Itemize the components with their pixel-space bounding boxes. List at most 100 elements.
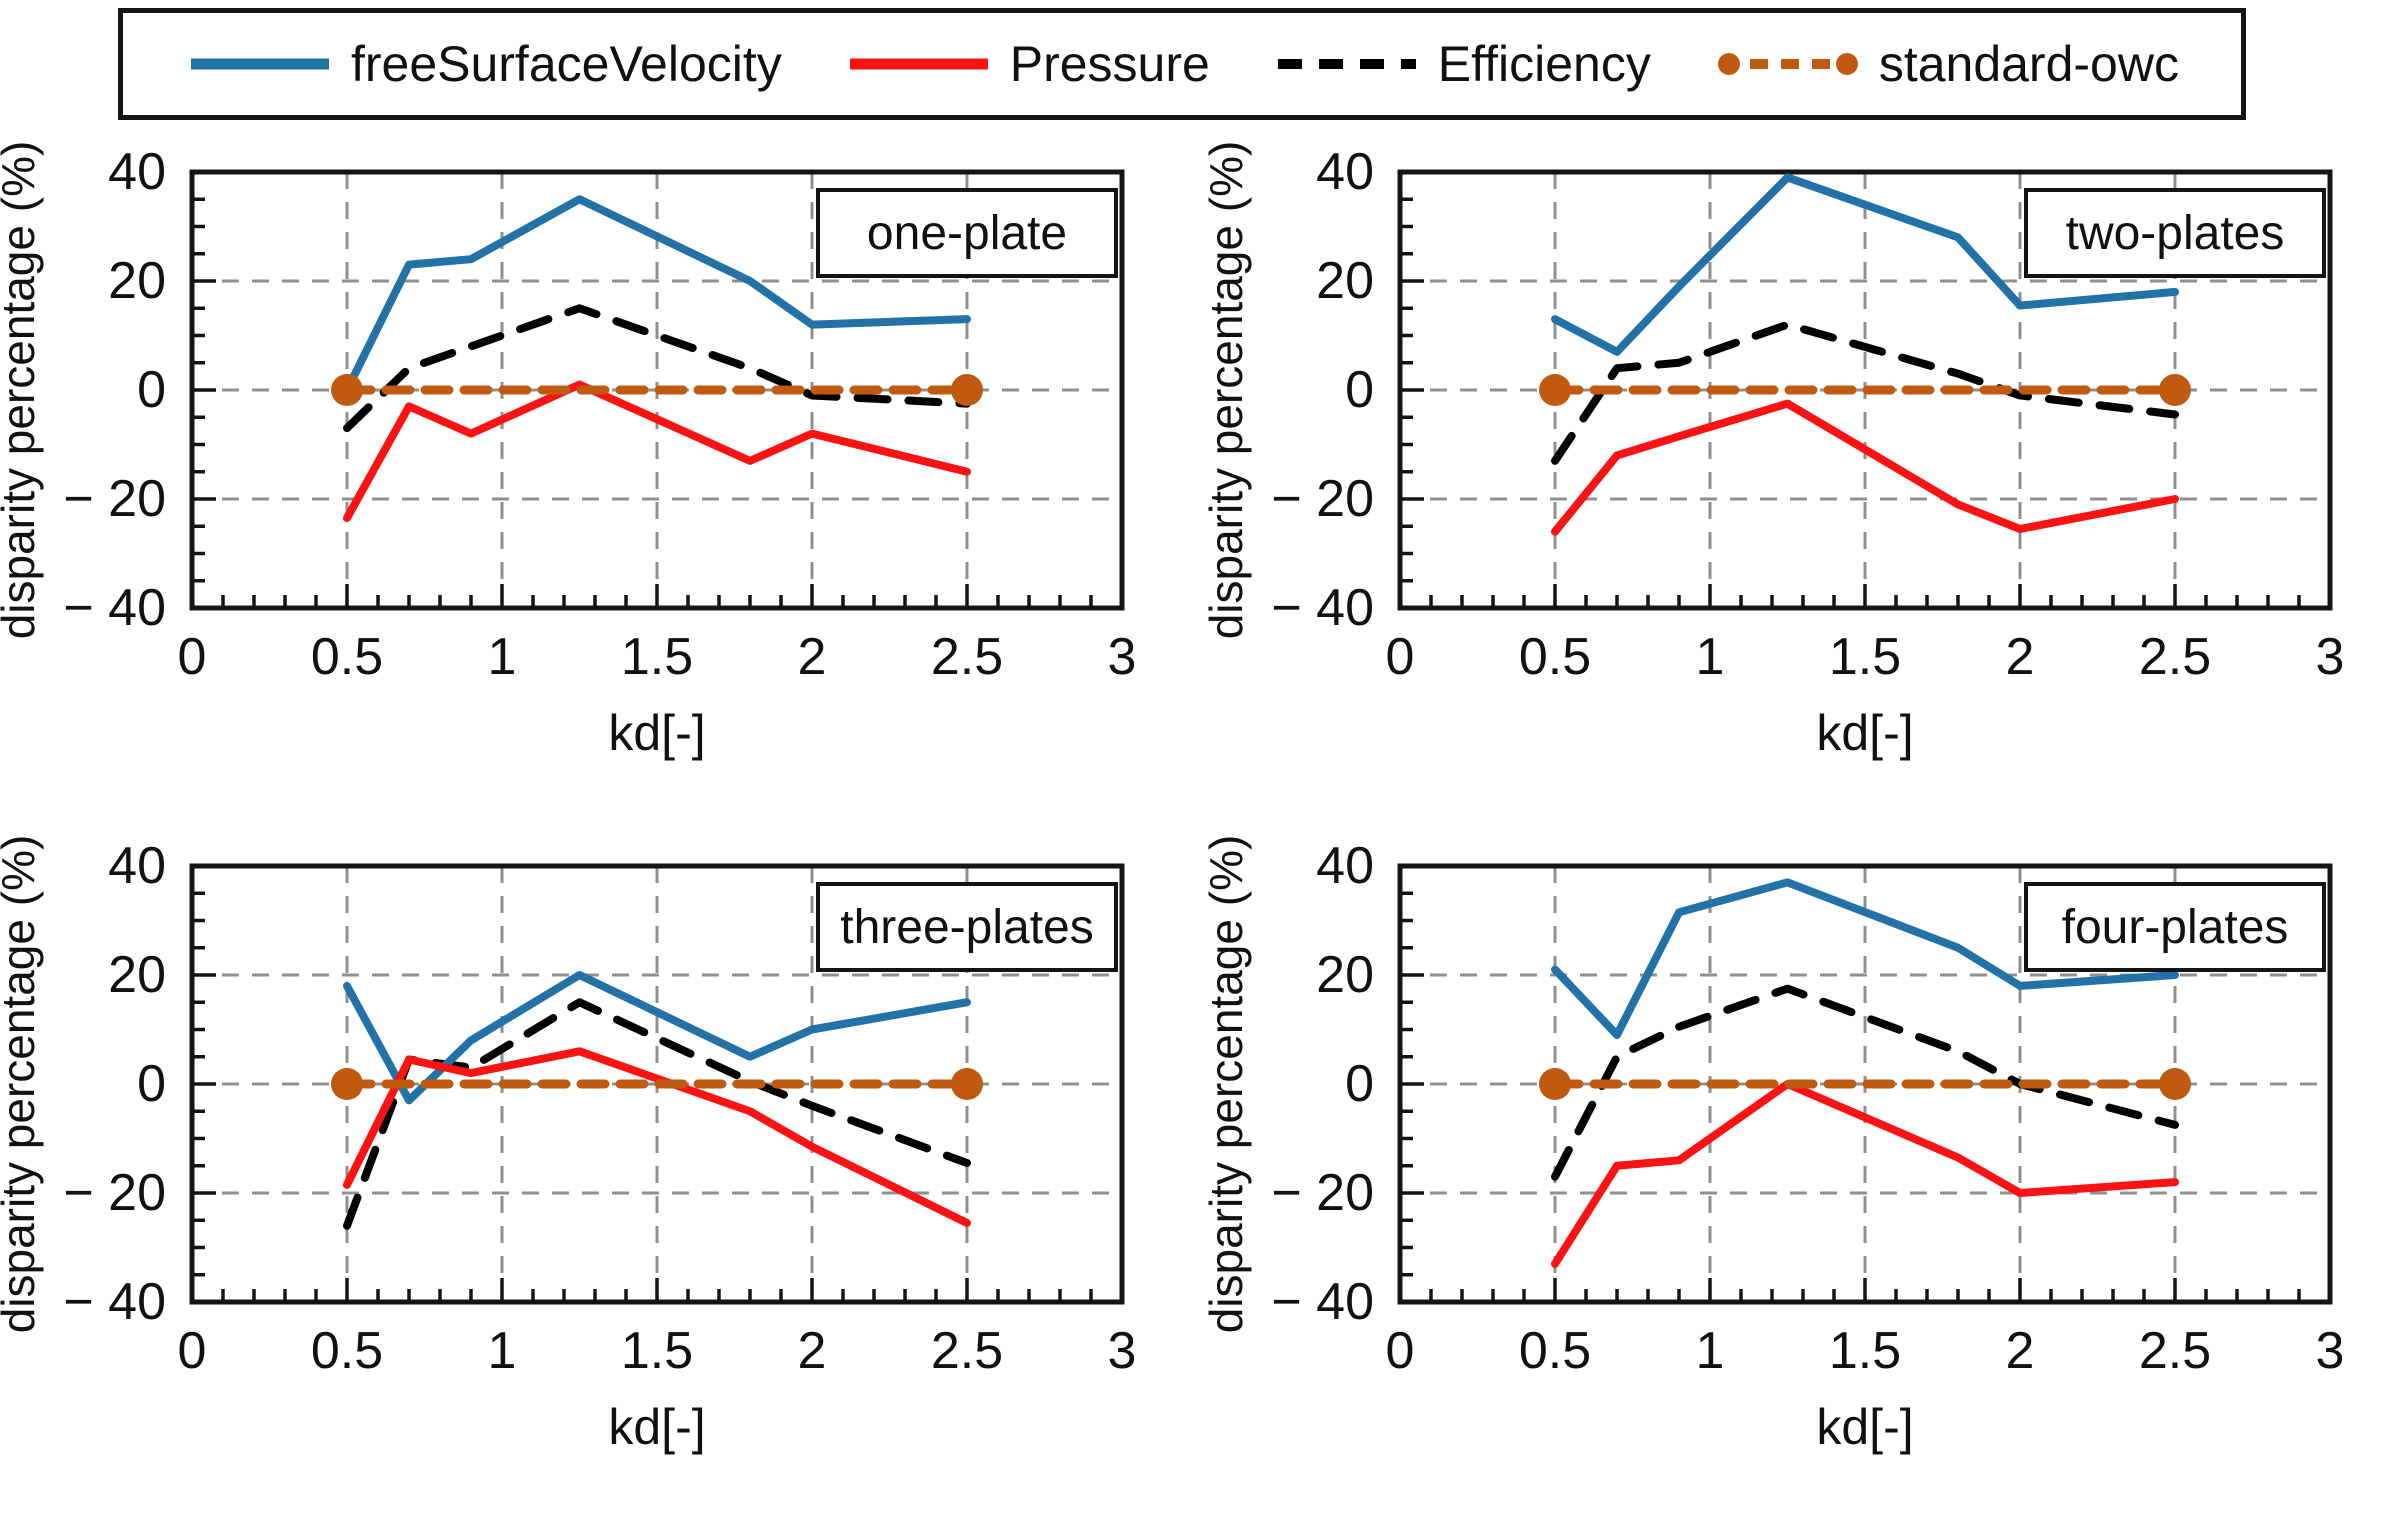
x-tick-label: 1 (488, 1322, 517, 1380)
x-tick-label: 0 (178, 1322, 207, 1380)
plot-canvas: 0 0.5 1 1.5 2 2.5 3 − 40 − 20 0 20 40 kd[-] disparity… (1208, 835, 2345, 1455)
subplot-title-box: three-plates (816, 882, 1118, 972)
legend-marker-dot (1835, 53, 1858, 75)
series-marker-standard-owc (331, 374, 363, 406)
y-tick-label: − 20 (63, 470, 166, 528)
x-axis-label: kd[-] (1816, 1399, 1913, 1455)
x-tick-label: 1 (1696, 1322, 1725, 1380)
y-tick-label: − 20 (1271, 1164, 1374, 1222)
x-tick-label: 2 (2006, 1322, 2035, 1380)
y-tick-label: 40 (108, 837, 166, 895)
legend-item-efficiency: Efficiency (1272, 35, 1651, 93)
x-tick-label: 3 (1108, 1322, 1137, 1380)
subplot-title: one-plate (866, 206, 1068, 260)
y-tick-label: − 40 (63, 579, 166, 637)
y-tick-label: 20 (1316, 252, 1374, 310)
series-marker-standard-owc (951, 374, 983, 406)
subplot-title: two-plates (2065, 206, 2285, 260)
y-tick-label: − 40 (1271, 579, 1374, 637)
x-tick-label: 2.5 (931, 1322, 1003, 1380)
x-tick-label: 0.5 (1519, 1322, 1591, 1380)
plot-canvas: 0 0.5 1 1.5 2 2.5 3 − 40 − 20 0 20 40 kd[-] disparity… (1208, 141, 2345, 761)
y-tick-label: 0 (1345, 1055, 1374, 1113)
x-tick-label: 0.5 (311, 1322, 383, 1380)
x-tick-label: 2 (798, 1322, 827, 1380)
legend-label: Pressure (1009, 36, 1210, 92)
series-freeSurfaceVelocity (343, 195, 971, 394)
subplot-title: four-plates (2061, 900, 2289, 954)
subplot-four-plates: 0 0.5 1 1.5 2 2.5 3 − 40 − 20 0 20 40 kd[-] disparity… (1208, 822, 2408, 1512)
legend-swatch-line (849, 58, 988, 70)
legend-item-freesurfacevelocity: freeSurfaceVelocity (185, 35, 782, 93)
x-tick-label: 2.5 (931, 628, 1003, 686)
plot-canvas: 0 0.5 1 1.5 2 2.5 3 − 40 − 20 0 20 40 kd[-] disparity… (0, 141, 1137, 761)
y-tick-label: − 20 (63, 1164, 166, 1222)
series-Efficiency (343, 304, 971, 433)
subplot-two-plates: 0 0.5 1 1.5 2 2.5 3 − 40 − 20 0 20 40 kd[-] disparity… (1208, 128, 2408, 818)
x-tick-label: 3 (2316, 628, 2345, 686)
x-tick-label: 1.5 (621, 1322, 693, 1380)
y-tick-label: 40 (1316, 837, 1374, 895)
y-tick-label: 0 (137, 361, 166, 419)
subplot-title-box: one-plate (816, 188, 1118, 278)
legend-line-sample-freesurfacevelocity (185, 51, 335, 77)
series-marker-standard-owc (1539, 1068, 1571, 1100)
x-tick-label: 3 (2316, 1322, 2345, 1380)
subplot-title: three-plates (840, 900, 1094, 954)
series-marker-standard-owc (2159, 374, 2191, 406)
legend-swatch-line (190, 58, 329, 70)
y-tick-label: − 20 (1271, 470, 1374, 528)
y-tick-label: 20 (108, 946, 166, 1004)
x-tick-label: 0.5 (311, 628, 383, 686)
x-tick-label: 0.5 (1519, 628, 1591, 686)
y-axis-label: disparity percentage (%) (1208, 835, 1252, 1334)
legend-swatch-line (1717, 53, 1858, 75)
series-freeSurfaceVelocity (1551, 878, 2179, 1039)
series-marker-standard-owc (2159, 1068, 2191, 1100)
y-tick-label: 40 (1316, 143, 1374, 201)
y-tick-label: 40 (108, 143, 166, 201)
y-tick-label: 0 (1345, 361, 1374, 419)
y-tick-label: 20 (1316, 946, 1374, 1004)
x-tick-label: 0 (1386, 628, 1415, 686)
subplot-three-plates: 0 0.5 1 1.5 2 2.5 3 − 40 − 20 0 20 40 kd[-] disparity… (0, 822, 1200, 1512)
x-axis-label: kd[-] (608, 1399, 705, 1455)
y-tick-label: 20 (108, 252, 166, 310)
subplot-one-plate: 0 0.5 1 1.5 2 2.5 3 − 40 − 20 0 20 40 kd[-] disparity… (0, 128, 1200, 818)
legend: freeSurfaceVelocity Pressure Efficiency … (118, 8, 2246, 120)
plot-canvas: 0 0.5 1 1.5 2 2.5 3 − 40 − 20 0 20 40 kd[-] disparity… (0, 835, 1137, 1455)
legend-line-sample-efficiency (1272, 51, 1422, 77)
y-axis-label: disparity percentage (%) (0, 835, 44, 1334)
legend-line-sample-standard-owc (1713, 51, 1863, 77)
series-Efficiency (1551, 320, 2179, 465)
subplot-title-box: four-plates (2024, 882, 2326, 972)
x-axis-label: kd[-] (608, 705, 705, 761)
legend-swatch-line (1277, 59, 1416, 69)
y-tick-label: 0 (137, 1055, 166, 1113)
y-axis-label: disparity percentage (%) (0, 141, 44, 640)
legend-label: standard-owc (1878, 36, 2179, 92)
legend-label: freeSurfaceVelocity (350, 36, 782, 92)
series-freeSurfaceVelocity (343, 971, 971, 1105)
x-axis-label: kd[-] (1816, 705, 1913, 761)
x-tick-label: 1.5 (1829, 628, 1901, 686)
series-Pressure (343, 380, 971, 523)
y-tick-label: − 40 (63, 1273, 166, 1331)
legend-label: Efficiency (1437, 36, 1651, 92)
series-marker-standard-owc (1539, 374, 1571, 406)
legend-marker-dot (1717, 53, 1740, 75)
x-tick-label: 2 (798, 628, 827, 686)
x-tick-label: 1 (1696, 628, 1725, 686)
x-tick-label: 2.5 (2139, 1322, 2211, 1380)
x-tick-label: 1 (488, 628, 517, 686)
x-tick-label: 0 (178, 628, 207, 686)
y-axis-label: disparity percentage (%) (1208, 141, 1252, 640)
subplot-title-box: two-plates (2024, 188, 2326, 278)
x-tick-label: 3 (1108, 628, 1137, 686)
legend-item-pressure: Pressure (844, 35, 1210, 93)
series-marker-standard-owc (951, 1068, 983, 1100)
x-tick-label: 2.5 (2139, 628, 2211, 686)
legend-line-sample-pressure (844, 51, 994, 77)
x-tick-label: 0 (1386, 1322, 1415, 1380)
legend-item-standard-owc: standard-owc (1713, 35, 2179, 93)
